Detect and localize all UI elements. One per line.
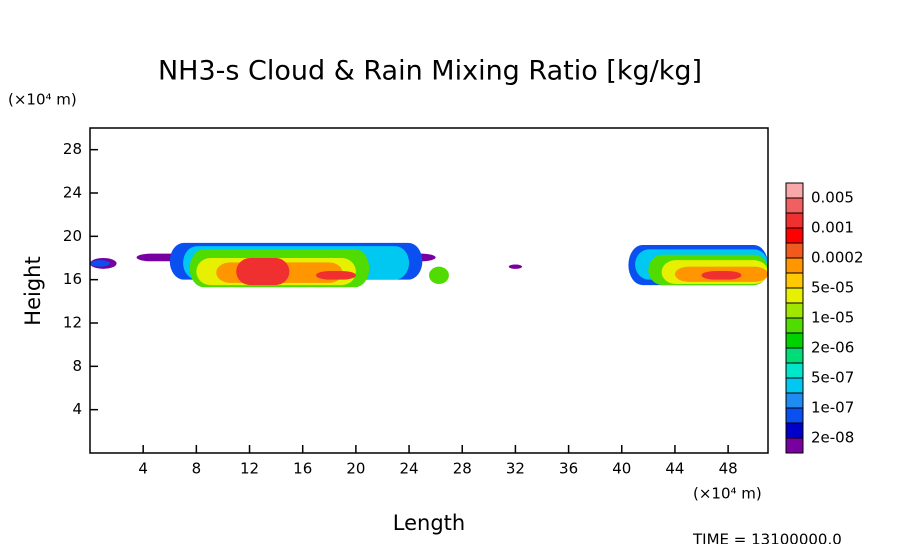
colorbar-box (785, 317, 804, 334)
colorbar-label: 2e-06 (811, 339, 854, 357)
colorbar-label: 1e-05 (811, 309, 854, 327)
colorbar-box (785, 257, 804, 274)
colorbar-label: 0.001 (811, 219, 854, 237)
y-tick-label: 16 (63, 270, 82, 288)
y-tick-label: 28 (63, 140, 82, 158)
colorbar-box (785, 212, 804, 229)
colorbar-box (785, 392, 804, 409)
colorbar-label: 0.005 (811, 189, 854, 207)
x-tick-label: 28 (453, 460, 472, 478)
x-tick-label: 16 (293, 460, 312, 478)
x-tick-label: 8 (192, 460, 202, 478)
contour-region (316, 271, 356, 280)
colorbar-box (785, 377, 804, 394)
colorbar-box (785, 287, 804, 304)
contour-region (236, 258, 290, 286)
x-tick-label: 20 (346, 460, 365, 478)
x-tick-label: 4 (138, 460, 148, 478)
colorbar-box (785, 347, 804, 364)
x-tick-label: 32 (506, 460, 525, 478)
x-tick-label: 24 (400, 460, 419, 478)
colorbar-label: 2e-08 (811, 429, 854, 447)
x-tick-label: 36 (559, 460, 578, 478)
colorbar-label: 5e-07 (811, 369, 854, 387)
x-tick-label: 12 (240, 460, 259, 478)
y-tick-label: 20 (63, 227, 82, 245)
colorbar-box (785, 437, 804, 454)
x-tick-label: 40 (612, 460, 631, 478)
y-unit: (×10⁴ m) (8, 91, 77, 109)
x-axis-title: Length (393, 511, 465, 535)
colorbar-box (785, 422, 804, 439)
contour-region (429, 266, 449, 284)
y-tick-label: 4 (72, 400, 82, 418)
y-tick-label: 24 (63, 184, 82, 202)
contour-region (701, 271, 742, 280)
x-unit: (×10⁴ m) (693, 485, 762, 503)
y-tick-label: 12 (63, 314, 82, 332)
colorbar-box (785, 332, 804, 349)
colorbar-box (785, 272, 804, 289)
contour-region (508, 264, 523, 269)
plot-frame (89, 127, 769, 454)
x-tick-label: 48 (719, 460, 738, 478)
colorbar-box (785, 227, 804, 244)
colorbar-label: 5e-05 (811, 279, 854, 297)
y-tick-label: 8 (72, 357, 82, 375)
colorbar-label: 1e-07 (811, 399, 854, 417)
colorbar-label: 0.0002 (811, 249, 864, 267)
colorbar-box (785, 407, 804, 424)
time-label: TIME = 13100000.0 (692, 531, 842, 544)
y-axis-title: Height (21, 256, 45, 325)
chart-title: NH3-s Cloud & Rain Mixing Ratio [kg/kg] (158, 56, 702, 87)
contour-region (90, 260, 110, 267)
colorbar-box (785, 197, 804, 214)
colorbar-box (785, 242, 804, 259)
colorbar-box (785, 302, 804, 319)
colorbar-box (785, 362, 804, 379)
colorbar-box (785, 182, 804, 199)
x-tick-label: 44 (665, 460, 684, 478)
